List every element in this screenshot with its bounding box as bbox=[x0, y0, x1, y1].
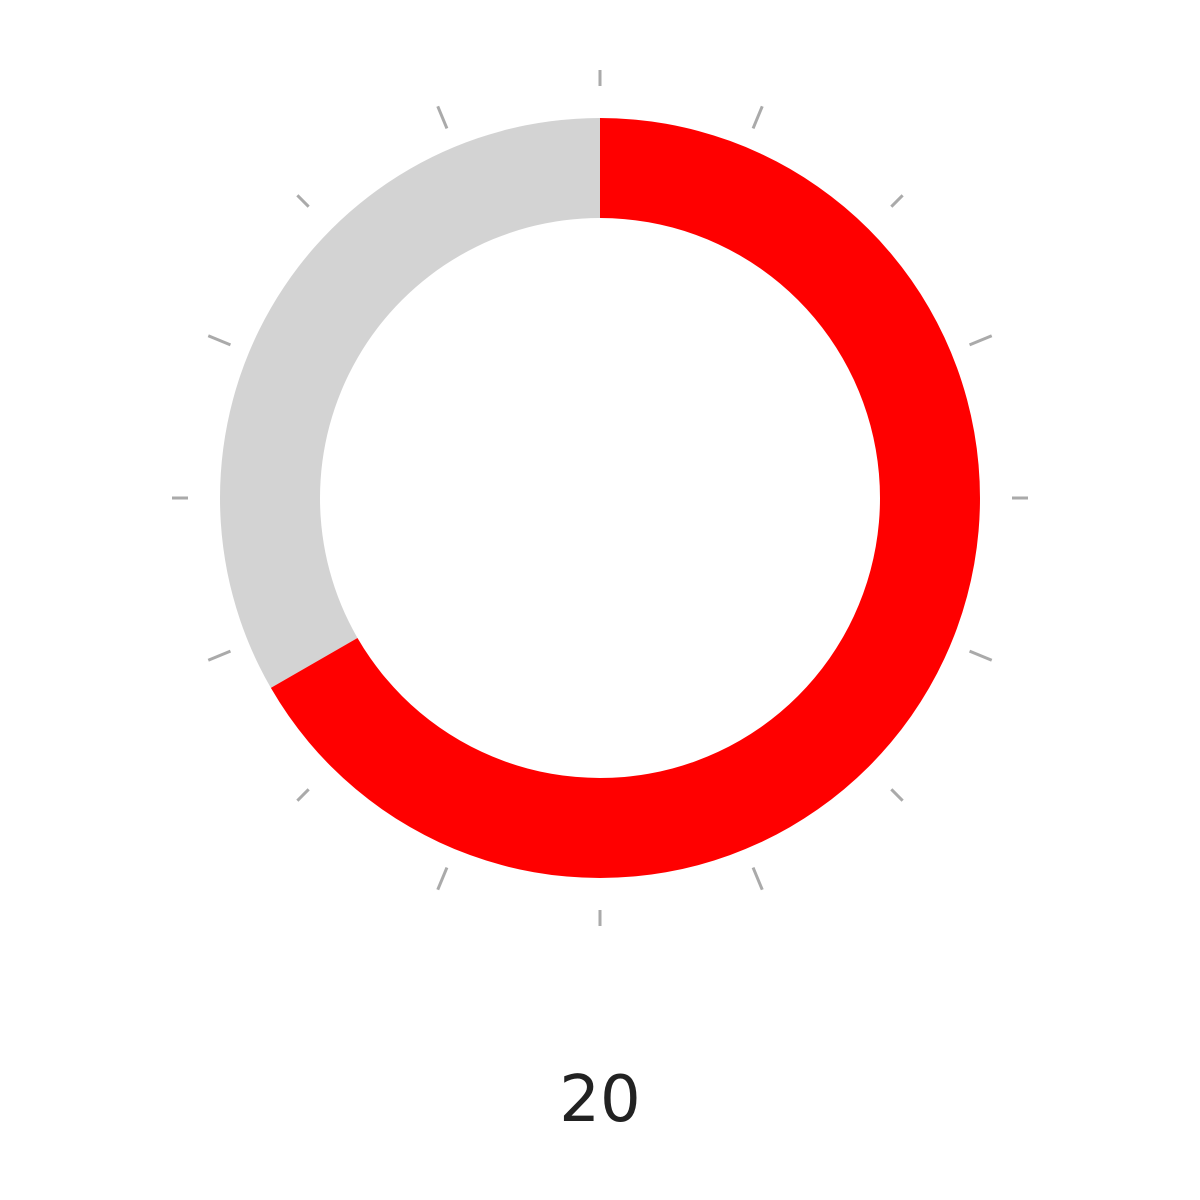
tick-mark bbox=[296, 194, 310, 208]
timer-value: 20 bbox=[559, 1063, 641, 1137]
tick-marks bbox=[172, 70, 1028, 926]
tick-mark bbox=[890, 788, 904, 802]
tick-mark bbox=[890, 194, 904, 208]
tick-mark bbox=[207, 649, 232, 662]
tick-mark bbox=[968, 649, 993, 662]
ring-track bbox=[219, 118, 600, 688]
tick-mark bbox=[436, 105, 449, 130]
tick-mark bbox=[296, 788, 310, 802]
tick-mark bbox=[751, 866, 764, 891]
tick-mark bbox=[436, 866, 449, 891]
tick-mark bbox=[968, 334, 993, 347]
tick-mark bbox=[751, 105, 764, 130]
tick-mark bbox=[207, 334, 232, 347]
